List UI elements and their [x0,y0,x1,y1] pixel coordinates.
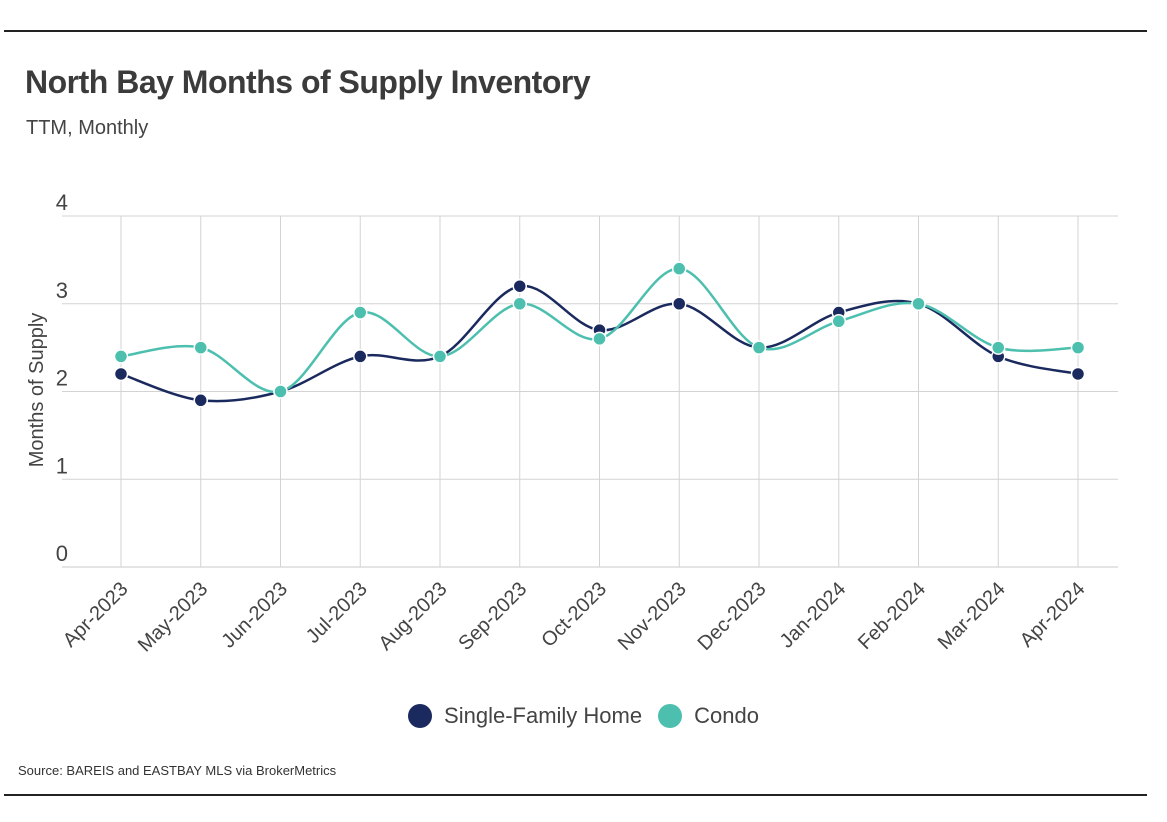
data-point-single-family [672,296,687,311]
x-tick-label: Dec-2023 [694,578,771,655]
data-point-condo [273,384,288,399]
data-point-condo [592,331,607,347]
chart-subtitle: TTM, Monthly [26,117,149,139]
x-tick-label: Nov-2023 [614,578,691,655]
top-rule [4,30,1147,32]
data-point-single-family [353,349,368,364]
x-tick-label: Jul-2023 [302,578,372,648]
x-tick-label: Mar-2024 [934,578,1010,654]
x-axis-ticks: Apr-2023 May-2023 Jun-2023 Jul-2023 Aug-2023… [59,578,1090,656]
data-point-condo [512,296,527,311]
y-tick-label: 2 [56,366,68,391]
data-point-condo [353,305,368,320]
x-tick-label: Feb-2024 [854,578,930,654]
y-axis-label: Months of Supply [26,313,48,468]
y-tick-label: 1 [56,453,68,478]
x-tick-label: Aug-2023 [375,578,452,655]
data-point-condo [672,261,687,276]
chart-legend: Single-Family Home Condo [0,703,1167,729]
y-axis-ticks: 0 1 2 3 4 [56,190,68,566]
y-tick-label: 3 [56,278,68,303]
series-points [113,261,1086,408]
data-point-condo [113,349,129,364]
legend-label-single-family: Single-Family Home [444,703,643,728]
legend-swatch-single-family [408,704,433,728]
x-tick-label: Oct-2023 [537,578,611,652]
data-point-condo [831,314,846,329]
x-tick-label: Jun-2023 [218,578,293,653]
x-tick-label: Apr-2024 [1016,578,1090,652]
x-tick-label: Sep-2023 [454,578,531,655]
data-point-single-family [113,366,129,382]
x-tick-label: Apr-2023 [59,578,133,652]
legend-label-condo: Condo [694,703,759,728]
y-tick-label: 0 [56,541,68,566]
data-point-condo [193,340,208,355]
data-point-single-family [193,393,208,408]
data-point-single-family [512,278,527,294]
bottom-rule [4,794,1147,796]
chart-grid [62,215,1118,568]
source-note: Source: BAREIS and EASTBAY MLS via Broke… [18,763,337,778]
y-tick-label: 4 [56,190,68,215]
chart-title: North Bay Months of Supply Inventory [25,64,591,100]
legend-item-condo: Condo [658,703,759,729]
data-point-single-family [1070,366,1086,382]
data-point-condo [911,296,926,311]
data-point-condo [991,340,1006,355]
data-point-condo [751,340,767,355]
data-point-condo [1070,340,1086,355]
x-tick-label: May-2023 [134,578,212,656]
legend-swatch-condo [658,704,683,728]
x-tick-label: Jan-2024 [776,578,851,653]
data-point-condo [432,349,448,364]
legend-item-single-family: Single-Family Home [408,703,642,729]
